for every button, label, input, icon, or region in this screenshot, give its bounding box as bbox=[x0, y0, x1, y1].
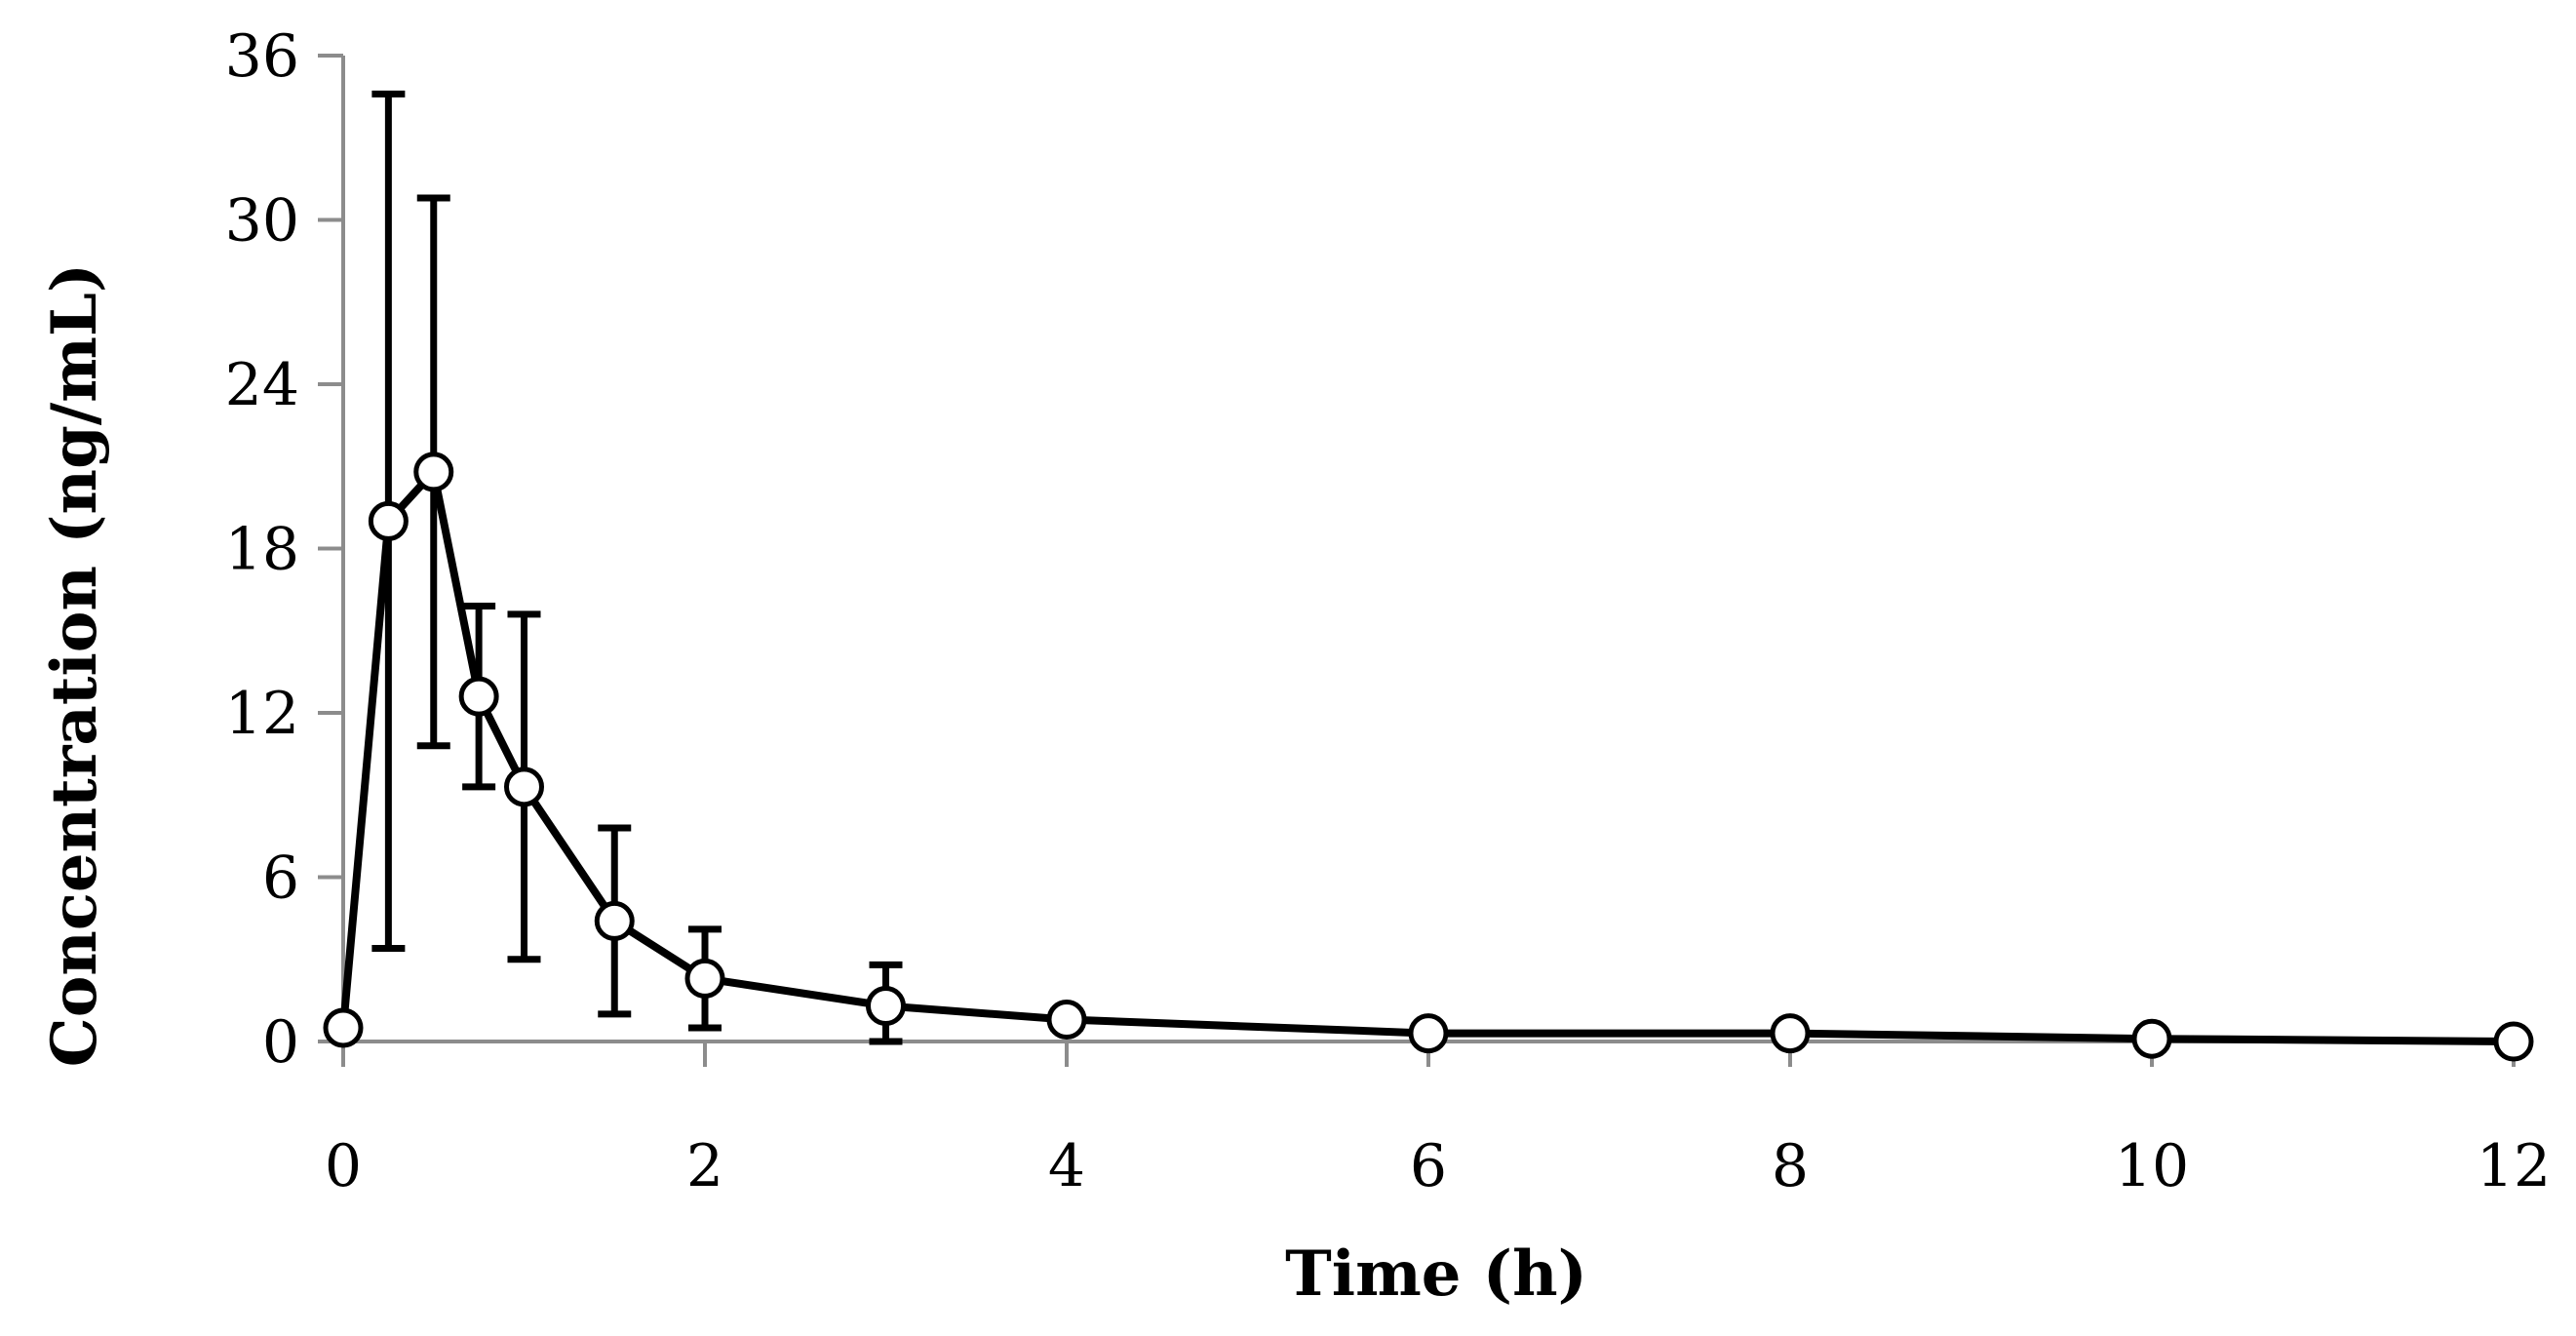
x-tick-label: 2 bbox=[686, 1132, 723, 1200]
data-point bbox=[866, 985, 906, 1026]
x-axis-title: Time (h) bbox=[1285, 1238, 1587, 1311]
y-tick-label: 36 bbox=[225, 22, 299, 91]
series-line-group bbox=[339, 467, 2515, 1045]
axes bbox=[318, 54, 2516, 1067]
data-point bbox=[684, 958, 725, 999]
data-point bbox=[413, 452, 454, 492]
y-tick-label: 6 bbox=[262, 845, 299, 913]
data-point bbox=[504, 766, 544, 807]
data-point bbox=[458, 676, 499, 717]
y-tick-label: 12 bbox=[225, 680, 299, 748]
data-point bbox=[594, 900, 635, 941]
x-tick-label: 10 bbox=[2115, 1132, 2189, 1200]
error-bars bbox=[371, 90, 1083, 1045]
data-point bbox=[2131, 1018, 2172, 1059]
data-point bbox=[1770, 1013, 1811, 1054]
series-line bbox=[339, 467, 2515, 1045]
x-tick-label: 12 bbox=[2477, 1132, 2551, 1200]
data-markers bbox=[323, 452, 2534, 1062]
x-tick-label: 6 bbox=[1410, 1132, 1447, 1200]
y-tick-label: 24 bbox=[225, 351, 299, 419]
x-tick-label: 8 bbox=[1772, 1132, 1809, 1200]
data-point bbox=[1046, 1000, 1087, 1041]
data-point bbox=[1408, 1013, 1449, 1054]
y-tick-label: 30 bbox=[225, 187, 299, 255]
y-tick-label: 18 bbox=[225, 516, 299, 584]
data-point bbox=[368, 500, 409, 541]
x-tick-label: 4 bbox=[1048, 1132, 1085, 1200]
x-tick-label: 0 bbox=[325, 1132, 362, 1200]
y-axis-title: Concentration (ng/mL) bbox=[38, 263, 111, 1067]
data-point bbox=[2493, 1021, 2534, 1062]
data-point bbox=[323, 1007, 364, 1048]
y-tick-label: 0 bbox=[262, 1008, 299, 1077]
